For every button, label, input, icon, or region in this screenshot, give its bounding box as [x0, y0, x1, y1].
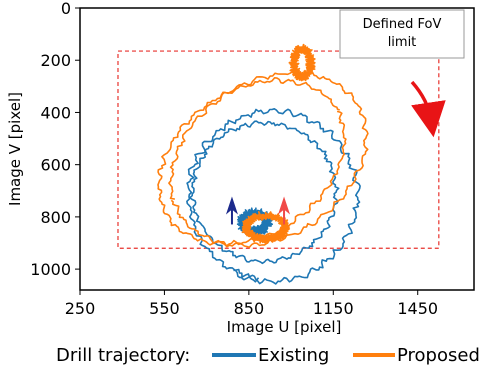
- trajectory-lines: [157, 43, 369, 285]
- y-tick-label: 0: [61, 0, 71, 18]
- x-tick-label: 1450: [397, 299, 438, 318]
- fov-annotation-label: Defined FoV limit: [363, 17, 442, 50]
- direction-arrows: [225, 196, 291, 225]
- trajectory-line-proposed-1: [157, 77, 347, 247]
- legend-label-existing: Existing: [258, 345, 329, 366]
- fov-annotation-box: [339, 9, 465, 59]
- x-tick-label: 550: [149, 299, 180, 318]
- trajectory-line-proposed-2: [288, 43, 316, 82]
- direction-arrow-proposed: [278, 196, 291, 215]
- direction-arrow-existing: [225, 196, 238, 215]
- fov-annotation: Defined FoV limit: [339, 9, 465, 138]
- y-tick-label: 200: [40, 51, 71, 70]
- y-tick-label: 1000: [30, 260, 71, 279]
- y-axis-label: Image V [pixel]: [6, 92, 24, 206]
- x-tick-label: 850: [234, 299, 265, 318]
- y-axis-ticks: 0 200 400 600 800 1000: [30, 0, 80, 279]
- y-tick-label: 800: [40, 208, 71, 227]
- legend-prefix: Drill trajectory:: [56, 345, 190, 366]
- x-axis-label: Image U [pixel]: [227, 318, 342, 336]
- trajectory-line-existing-0: [186, 108, 361, 285]
- trajectory-line-existing-1: [189, 120, 340, 265]
- legend-label-proposed: Proposed: [397, 345, 480, 366]
- fov-annotation-arrow: [410, 80, 446, 138]
- x-axis-ticks: 250 550 850 1150 1450: [65, 290, 438, 318]
- x-tick-label: 250: [65, 299, 96, 318]
- legend: Drill trajectory: Existing Proposed: [56, 345, 480, 366]
- y-tick-label: 600: [40, 156, 71, 175]
- y-tick-label: 400: [40, 103, 71, 122]
- trajectory-line-proposed-3: [241, 211, 291, 244]
- x-tick-label: 1150: [313, 299, 354, 318]
